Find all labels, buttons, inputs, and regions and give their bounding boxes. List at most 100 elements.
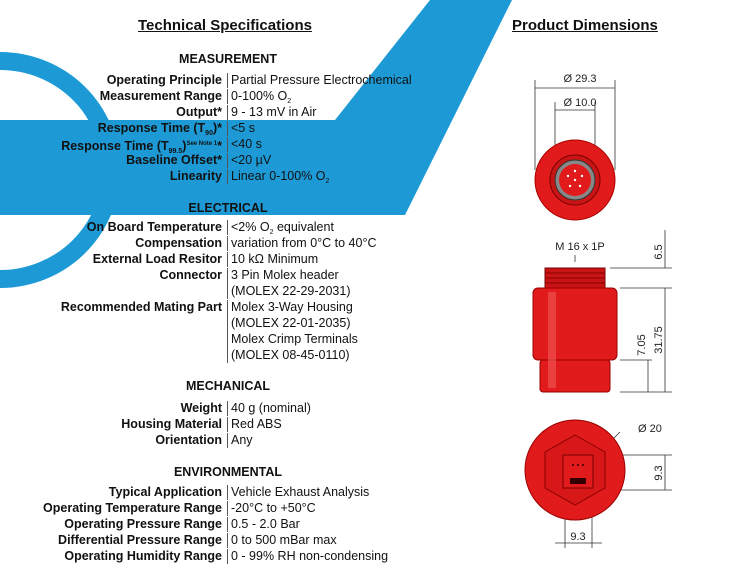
spec-value: 9 - 13 mV in Air — [231, 104, 316, 120]
separator — [227, 549, 228, 564]
dimension-label: 31.75 — [653, 326, 665, 354]
text: Differential Pressure Range — [58, 533, 222, 547]
dimension-label: 9.3 — [570, 531, 585, 543]
spec-value: 40 g (nominal) — [231, 400, 311, 416]
spec-value: Red ABS — [231, 416, 282, 432]
text: Weight — [180, 401, 222, 415]
spec-value: Partial Pressure Electrochemical — [231, 72, 412, 88]
separator — [227, 89, 228, 104]
text: )* — [212, 121, 222, 135]
spec-value: 0 to 500 mBar max — [231, 532, 337, 548]
text: Output* — [176, 105, 222, 119]
spec-value: Linear 0-100% O2 — [231, 168, 329, 190]
spec-label: Differential Pressure Range — [58, 532, 222, 548]
text: Response Time (T — [97, 121, 206, 135]
spec-value: 0-100% O2 — [231, 88, 291, 110]
sensor-side-view — [532, 267, 618, 393]
text: (MOLEX 08-45-0110) — [231, 348, 350, 362]
spec-label: Operating Temperature Range — [43, 500, 222, 516]
right-title: Product Dimensions — [512, 17, 658, 34]
separator — [227, 485, 228, 500]
section-heading: MEASUREMENT — [179, 52, 277, 66]
text: <5 s — [231, 121, 255, 135]
superscript: See Note 1 — [186, 141, 218, 147]
spec-label: Measurement Range — [100, 88, 222, 104]
text: On Board Temperature — [86, 220, 222, 234]
dimension-label: 6.5 — [653, 244, 665, 259]
separator — [227, 433, 228, 448]
text: -20°C to +50°C — [231, 501, 316, 515]
text: Measurement Range — [99, 89, 222, 103]
text: variation from 0°C to 40°C — [231, 236, 377, 250]
text: <40 s — [231, 137, 262, 151]
dimension-label: 7.05 — [636, 334, 648, 355]
text: Compensation — [135, 236, 222, 250]
spec-value: Molex 3-Way Housing — [231, 299, 353, 315]
text: Response Time (T — [61, 139, 169, 153]
dimension-label: M 16 x 1P — [555, 241, 605, 253]
spec-label: Connector — [160, 267, 223, 283]
text: Operating Humidity Range — [64, 549, 222, 563]
spec-value: <5 s — [231, 120, 255, 136]
section-heading: MECHANICAL — [185, 379, 271, 393]
left-title: Technical Specifications — [138, 17, 312, 34]
subscript: 2 — [287, 98, 292, 105]
text: Housing Material — [121, 417, 222, 431]
text: Orientation — [155, 433, 222, 447]
spec-label: Weight — [181, 400, 222, 416]
spec-value: (MOLEX 22-29-2031) — [231, 283, 351, 299]
subscript: 99.5 — [168, 148, 183, 155]
text: Operating Temperature Range — [43, 501, 222, 515]
spec-value: 3 Pin Molex header — [231, 267, 339, 283]
spec-value: (MOLEX 08-45-0110) — [231, 347, 350, 363]
spec-label: Operating Humidity Range — [64, 548, 222, 564]
text: 3 Pin Molex header — [231, 268, 339, 282]
spec-value: (MOLEX 22-01-2035) — [231, 315, 351, 331]
separator — [227, 220, 228, 235]
separator — [227, 401, 228, 416]
spec-label: Operating Principle — [107, 72, 222, 88]
spec-value: Any — [231, 432, 253, 448]
subscript: 90 — [205, 130, 213, 137]
spec-label: Response Time (T90)* — [98, 120, 222, 142]
text: Red ABS — [231, 417, 282, 431]
dimension-label: Ø 10.0 — [563, 97, 596, 109]
separator — [227, 73, 228, 88]
separator — [227, 501, 228, 516]
text: <2% O — [231, 220, 270, 234]
spec-label: Typical Application — [109, 484, 222, 500]
text: (MOLEX 22-01-2035) — [231, 316, 351, 330]
spec-label: Operating Pressure Range — [64, 516, 222, 532]
text: Operating Pressure Range — [64, 517, 222, 531]
text: 0.5 - 2.0 Bar — [231, 517, 300, 531]
spec-value: 0 - 99% RH non-condensing — [231, 548, 388, 564]
separator — [227, 417, 228, 432]
text: Partial Pressure Electrochemical — [231, 73, 412, 87]
text: equivalent — [273, 220, 334, 234]
spec-value: <20 µV — [231, 152, 271, 168]
sensor-bottom-view — [524, 419, 626, 521]
text: Linear 0-100% O — [231, 169, 326, 183]
separator — [227, 517, 228, 532]
spec-label: Orientation — [155, 432, 222, 448]
text: * — [217, 139, 222, 153]
text: Operating Principle — [106, 73, 222, 87]
subscript: 2 — [325, 178, 330, 185]
dimension-label: Ø 29.3 — [563, 73, 596, 85]
spec-label: Response Time (T99.5)See Note 1* — [61, 136, 222, 160]
text: 10 kΩ Minimum — [231, 252, 319, 266]
spec-label: Compensation — [135, 235, 222, 251]
dimension-label: Ø 20 — [638, 423, 662, 435]
text: <20 µV — [231, 153, 272, 167]
separator — [227, 153, 228, 168]
spec-label: External Load Resitor — [93, 251, 222, 267]
separator — [227, 105, 228, 120]
spec-value: variation from 0°C to 40°C — [231, 235, 376, 251]
text: (MOLEX 22-29-2031) — [231, 284, 351, 298]
separator — [227, 268, 228, 299]
spec-value: <40 s — [231, 136, 262, 152]
spec-value: 10 kΩ Minimum — [231, 251, 318, 267]
spec-value: Vehicle Exhaust Analysis — [231, 484, 369, 500]
section-heading: ENVIRONMENTAL — [173, 465, 283, 479]
